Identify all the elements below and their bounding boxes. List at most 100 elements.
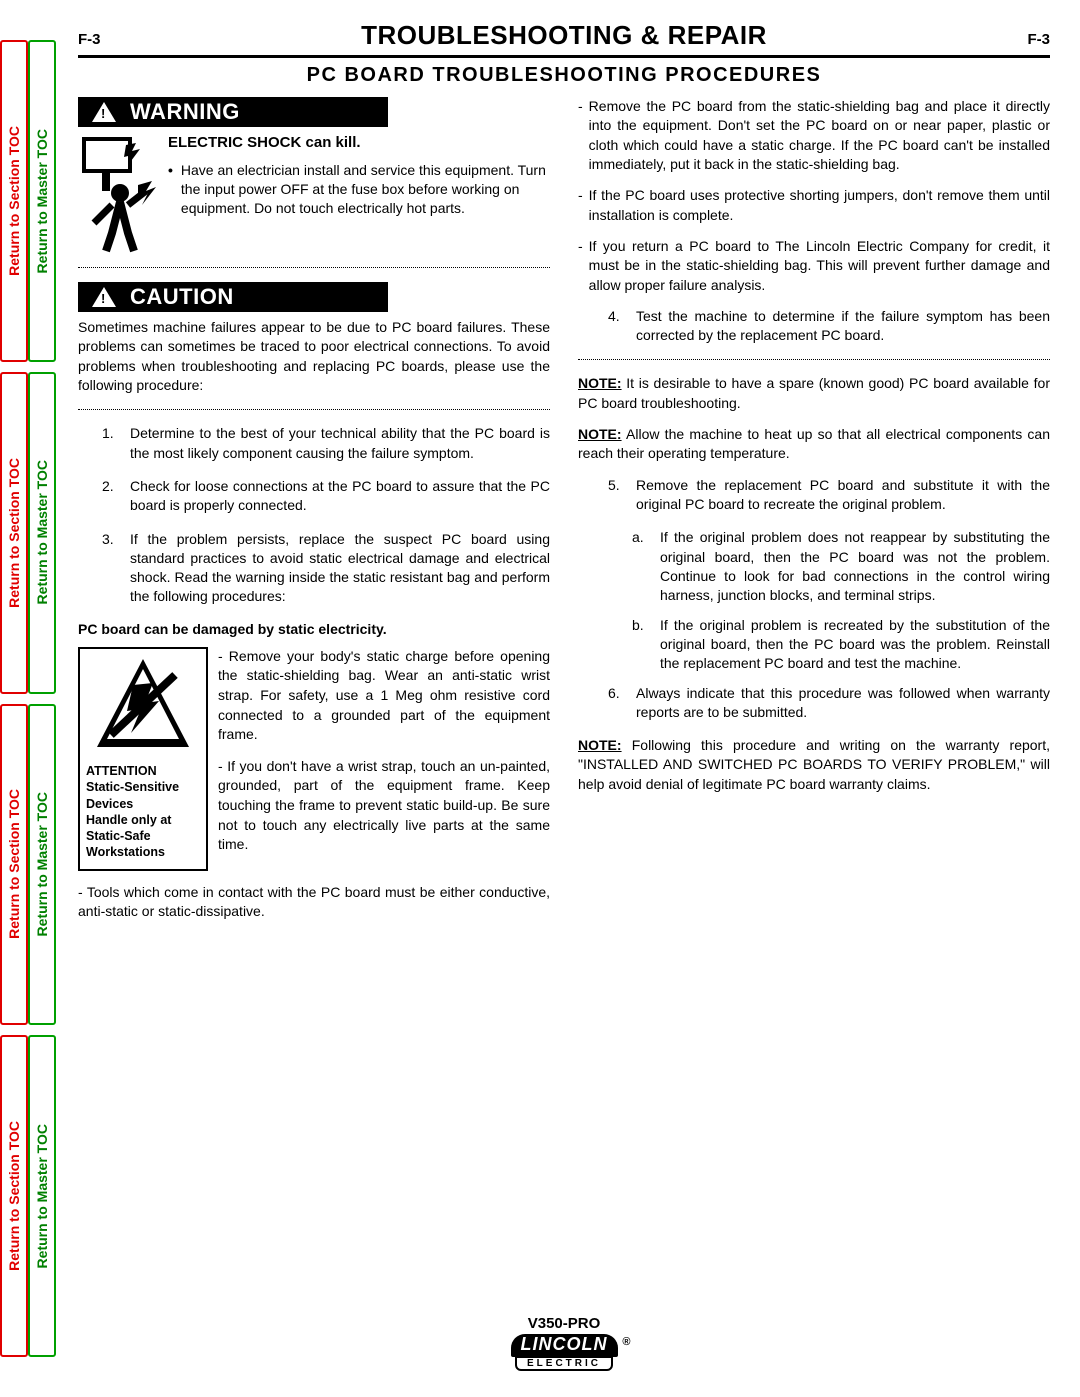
page-num-left: F-3 [78, 31, 101, 48]
warning-icon [92, 287, 116, 307]
steps-list: 1. Determine to the best of your technica… [78, 424, 550, 607]
dash-icon: - [578, 237, 583, 295]
dash-item-2: -If the PC board uses protective shortin… [578, 186, 1050, 225]
step-text: If the original problem does not reappea… [660, 528, 1050, 605]
tab-section-1[interactable]: Return to Section TOC [0, 40, 28, 362]
brand-top: LINCOLN® [511, 1334, 618, 1357]
page-header: F-3 TROUBLESHOOTING & REPAIR F-3 [78, 22, 1050, 51]
step-letter: b. [632, 616, 650, 674]
tab-col-section: Return to Section TOC Return to Section … [0, 0, 28, 1397]
dash-icon: - [578, 186, 583, 225]
box-line: Handle only at [86, 812, 200, 828]
step-num: 6. [608, 684, 626, 723]
note-text: Following this procedure and writing on … [578, 737, 1050, 792]
title-rule [78, 55, 1050, 58]
main-title: TROUBLESHOOTING & REPAIR [361, 20, 767, 51]
dash-text: Remove the PC board from the static-shie… [589, 97, 1050, 174]
box-line: Static-Safe [86, 828, 200, 844]
tab-label: Return to Master TOC [34, 1124, 50, 1268]
step-4-wrap: 4. Test the machine to determine if the f… [578, 307, 1050, 346]
page-num-right: F-3 [1027, 31, 1050, 48]
tab-section-2[interactable]: Return to Section TOC [0, 372, 28, 694]
esd-icon [86, 655, 200, 755]
box-line: Devices [86, 796, 200, 812]
caution-banner: CAUTION [78, 282, 388, 312]
step-text: If the original problem is recreated by … [660, 616, 1050, 674]
brand-top-text: LINCOLN [521, 1334, 608, 1354]
static-paras: - Remove your body's static charge befor… [218, 647, 550, 855]
tab-col-master: Return to Master TOC Return to Master TO… [28, 0, 56, 1397]
side-tabs: Return to Section TOC Return to Section … [0, 0, 56, 1397]
tab-master-3[interactable]: Return to Master TOC [28, 704, 56, 1026]
step-5a: a.If the original problem does not reapp… [632, 528, 1050, 605]
step-num: 3. [102, 530, 120, 607]
registered-icon: ® [622, 1336, 631, 1348]
brand-logo: LINCOLN® ELECTRIC [78, 1334, 1050, 1371]
note-text: Allow the machine to heat up so that all… [578, 426, 1050, 461]
tab-section-3[interactable]: Return to Section TOC [0, 704, 28, 1026]
product-name: V350-PRO [78, 1315, 1050, 1332]
step-1: 1. Determine to the best of your technica… [102, 424, 550, 463]
step-text: Determine to the best of your technical … [130, 424, 550, 463]
shock-block: ELECTRIC SHOCK can kill. • Have an elect… [78, 133, 550, 253]
step-5-sublist: a.If the original problem does not reapp… [608, 528, 1050, 673]
step-5b: b.If the original problem is recreated b… [632, 616, 1050, 674]
box-line: Workstations [86, 844, 200, 860]
page-content: F-3 TROUBLESHOOTING & REPAIR F-3 PC BOAR… [78, 22, 1050, 1377]
box-line: Static-Sensitive [86, 779, 200, 795]
static-row: ATTENTION Static-Sensitive Devices Handl… [78, 647, 550, 871]
step-num: 4. [608, 307, 626, 346]
warning-label: WARNING [130, 99, 240, 125]
shock-body: ELECTRIC SHOCK can kill. • Have an elect… [168, 133, 550, 253]
step-5-wrap: 5. Remove the replacement PC board and su… [578, 476, 1050, 722]
static-heading: PC board can be damaged by static electr… [78, 621, 550, 637]
box-line: ATTENTION [86, 763, 200, 779]
note-3: NOTE: Following this procedure and writi… [578, 736, 1050, 794]
tab-master-2[interactable]: Return to Master TOC [28, 372, 56, 694]
step-num: 5. [608, 476, 626, 515]
warning-icon [92, 102, 116, 122]
tab-label: Return to Section TOC [6, 126, 22, 276]
note-2: NOTE: Allow the machine to heat up so th… [578, 425, 1050, 464]
step-letter: a. [632, 528, 650, 605]
step-text: Remove the replacement PC board and subs… [636, 476, 1050, 515]
step-2: 2. Check for loose connections at the PC … [102, 477, 550, 516]
dash-icon: - [578, 97, 583, 174]
dotted-sep-2 [78, 409, 550, 410]
tab-label: Return to Section TOC [6, 1121, 22, 1271]
step-4: 4. Test the machine to determine if the f… [608, 307, 1050, 346]
shock-heading: ELECTRIC SHOCK can kill. [168, 133, 550, 153]
warning-banner: WARNING [78, 97, 388, 127]
tab-label: Return to Master TOC [34, 792, 50, 936]
dotted-sep-1 [78, 267, 550, 268]
tab-label: Return to Master TOC [34, 129, 50, 273]
subtitle: PC BOARD TROUBLESHOOTING PROCEDURES [78, 64, 1050, 87]
shock-bullet: • Have an electrician install and servic… [168, 161, 550, 218]
caution-intro: Sometimes machine failures appear to be … [78, 318, 550, 395]
left-column: WARNING ELECTRIC SHOCK can kill. • [78, 97, 550, 921]
step-5: 5. Remove the replacement PC board and su… [608, 476, 1050, 515]
step-3: 3.If the problem persists, replace the s… [102, 530, 550, 607]
columns: WARNING ELECTRIC SHOCK can kill. • [78, 97, 1050, 921]
bullet-icon: • [168, 161, 173, 218]
step-text: Always indicate that this procedure was … [636, 684, 1050, 723]
tab-master-4[interactable]: Return to Master TOC [28, 1035, 56, 1357]
tab-master-1[interactable]: Return to Master TOC [28, 40, 56, 362]
static-attention-box: ATTENTION Static-Sensitive Devices Handl… [78, 647, 208, 871]
caution-label: CAUTION [130, 284, 234, 310]
dash-text: If you return a PC board to The Lincoln … [589, 237, 1050, 295]
note-label: NOTE: [578, 375, 622, 391]
step-text: Check for loose connections at the PC bo… [130, 477, 550, 516]
step-6: 6. Always indicate that this procedure wa… [608, 684, 1050, 723]
dash-text: If the PC board uses protective shorting… [589, 186, 1050, 225]
tab-section-4[interactable]: Return to Section TOC [0, 1035, 28, 1357]
dash-item-3: -If you return a PC board to The Lincoln… [578, 237, 1050, 295]
dash-item-1: -Remove the PC board from the static-shi… [578, 97, 1050, 174]
note-text: It is desirable to have a spare (known g… [578, 375, 1050, 410]
electric-shock-icon [78, 133, 158, 253]
static-para-1: - Remove your body's static charge befor… [218, 647, 550, 745]
step-text: Test the machine to determine if the fai… [636, 307, 1050, 346]
step-num: 2. [102, 477, 120, 516]
step-num: 1. [102, 424, 120, 463]
tab-label: Return to Section TOC [6, 458, 22, 608]
